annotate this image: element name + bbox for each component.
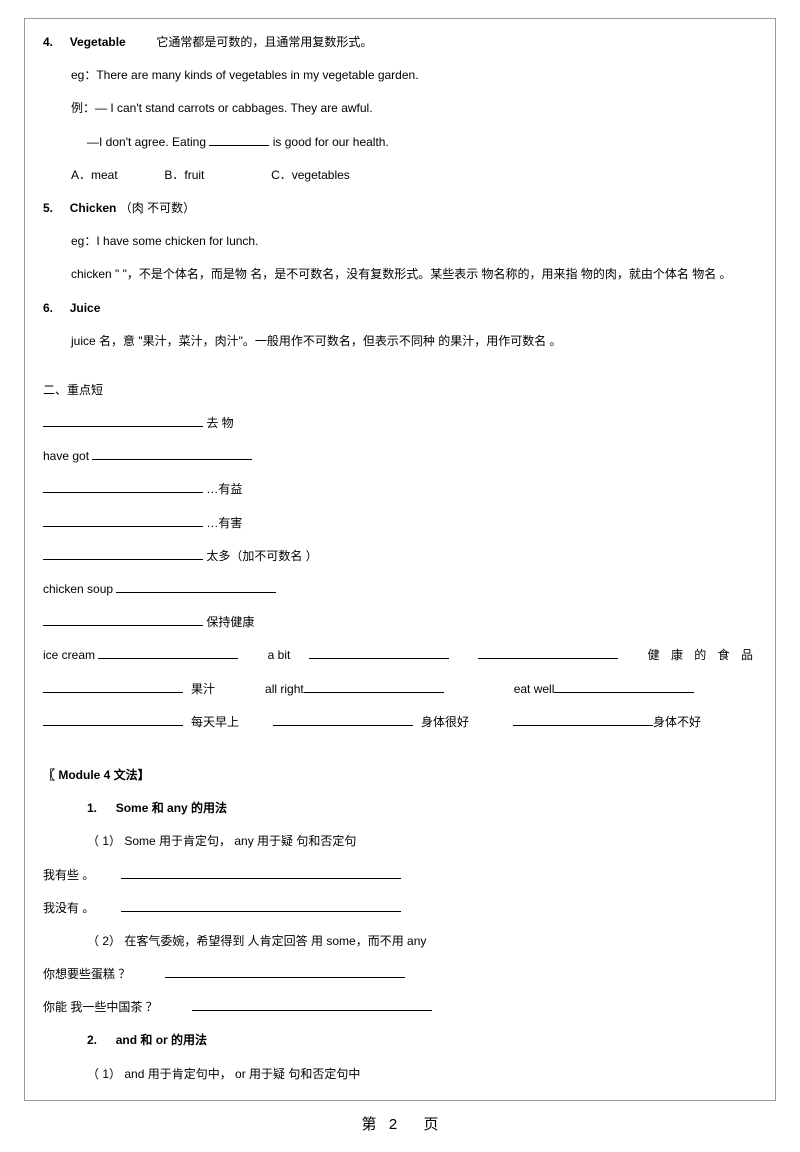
sec3-i1-2a: 我有些 。 bbox=[43, 866, 757, 885]
row-chicken-soup: chicken soup bbox=[43, 580, 757, 599]
item5-heading: 5. Chicken （肉 不可数） bbox=[43, 199, 757, 218]
row-havegot: have got bbox=[43, 447, 757, 466]
blank bbox=[192, 999, 432, 1011]
item4-ex2b: is good for our health. bbox=[273, 135, 389, 149]
row-toomuch: 太多（加不可数名 ） bbox=[43, 547, 757, 566]
opt-b: B．fruit bbox=[164, 168, 204, 182]
item5-paren: （肉 不可数） bbox=[120, 201, 195, 215]
item5-title: Chicken bbox=[70, 201, 117, 215]
label-a: 每天早上 bbox=[191, 713, 239, 732]
blank bbox=[513, 714, 653, 726]
item4-ex2: —I don't agree. Eating is good for our h… bbox=[87, 133, 757, 152]
row-ice-cream: ice cream a bit 健 康 的 食 品 bbox=[43, 646, 757, 665]
row-morning: 每天早上 身体很好 身体不好 bbox=[43, 713, 757, 732]
item4-options: A．meat B．fruit C．vegetables bbox=[71, 166, 757, 185]
label-c: eat well bbox=[514, 680, 555, 699]
item4-heading: 4. Vegetable 它通常都是可数的，且通常用复数形式。 bbox=[43, 33, 757, 52]
label: 去 物 bbox=[206, 416, 233, 430]
label-c: 身体不好 bbox=[653, 713, 701, 732]
blank bbox=[121, 867, 401, 879]
blank bbox=[43, 481, 203, 493]
row-juice: 果汁 all right eat well bbox=[43, 680, 757, 699]
blank bbox=[304, 681, 444, 693]
item5-note-b: "，不是个体名，而是物 名，是不可数名，没有复数形式。某些表示 物名称的，用来指… bbox=[123, 267, 732, 281]
opt-a: A．meat bbox=[71, 168, 118, 182]
blank bbox=[98, 647, 238, 659]
blank bbox=[43, 681, 183, 693]
label: chicken soup bbox=[43, 582, 113, 596]
label: …有害 bbox=[206, 516, 242, 530]
label: …有益 bbox=[206, 482, 242, 496]
footer-b: 2 bbox=[389, 1116, 397, 1133]
blank bbox=[165, 966, 405, 978]
sec3-i1-title: Some 和 any 的用法 bbox=[116, 801, 227, 815]
label: 我没有 。 bbox=[43, 901, 94, 915]
label-a: 果汁 bbox=[191, 680, 215, 699]
blank bbox=[43, 714, 183, 726]
blank bbox=[43, 548, 203, 560]
row-go: 去 物 bbox=[43, 414, 757, 433]
item4-eg: eg：There are many kinds of vegetables in… bbox=[71, 66, 757, 85]
row-bad: …有害 bbox=[43, 514, 757, 533]
blank bbox=[43, 614, 203, 626]
item5-num: 5. bbox=[43, 201, 53, 215]
item4-ex2a: —I don't agree. Eating bbox=[87, 135, 209, 149]
item6-num: 6. bbox=[43, 301, 53, 315]
item6-heading: 6. Juice bbox=[43, 299, 757, 318]
label-c: 健 康 的 食 品 bbox=[648, 646, 757, 665]
sec3-i2-heading: 2. and 和 or 的用法 bbox=[87, 1031, 757, 1050]
label: 你能 我一些中国茶 ？ bbox=[43, 1000, 158, 1014]
label: 我有些 。 bbox=[43, 868, 94, 882]
footer-a: 第 bbox=[361, 1116, 376, 1133]
sec3-i2-title: and 和 or 的用法 bbox=[116, 1033, 207, 1047]
item5-eg: eg：I have some chicken for lunch. bbox=[71, 232, 757, 251]
sec3-i1-4b: 你能 我一些中国茶 ？ bbox=[43, 998, 757, 1017]
sec3-i1-4a: 你想要些蛋糕 ？ bbox=[43, 965, 757, 984]
sec3-i2-num: 2. bbox=[87, 1033, 97, 1047]
blank bbox=[92, 448, 252, 460]
item6-note: juice 名，意 "果汁，菜汁，肉汁"。一般用作不可数名，但表示不同种 的果汁… bbox=[71, 332, 757, 351]
blank bbox=[309, 647, 449, 659]
sec3-i1-2b: 我没有 。 bbox=[43, 899, 757, 918]
item5-note: chicken " "，不是个体名，而是物 名，是不可数名，没有复数形式。某些表… bbox=[71, 265, 757, 284]
item5-note-a: chicken " bbox=[71, 267, 119, 281]
label: 保持健康 bbox=[206, 615, 254, 629]
sec3-i2-1: （ 1） and 用于肯定句中， or 用于疑 句和否定句中 bbox=[87, 1065, 757, 1084]
label: 你想要些蛋糕 ？ bbox=[43, 967, 130, 981]
sec3-header: 〖 Module 4 文法】 bbox=[43, 766, 757, 785]
page-footer: 第 2 页 bbox=[24, 1113, 776, 1134]
sec3-i1-heading: 1. Some 和 any 的用法 bbox=[87, 799, 757, 818]
sec3-header-text: 〖 Module 4 文法】 bbox=[43, 768, 150, 782]
label: have got bbox=[43, 449, 89, 463]
label-b: 身体很好 bbox=[421, 713, 469, 732]
item4-title: Vegetable bbox=[70, 35, 126, 49]
item4-desc: 它通常都是可数的，且通常用复数形式。 bbox=[156, 35, 372, 49]
blank bbox=[554, 681, 694, 693]
item6-title: Juice bbox=[70, 301, 101, 315]
blank bbox=[116, 581, 276, 593]
blank bbox=[43, 415, 203, 427]
label-b: a bit bbox=[268, 648, 291, 662]
footer-c: 页 bbox=[424, 1116, 439, 1133]
blank bbox=[43, 515, 203, 527]
opt-c: C．vegetables bbox=[271, 168, 350, 182]
blank bbox=[273, 714, 413, 726]
row-good: …有益 bbox=[43, 480, 757, 499]
blank-fill bbox=[209, 134, 269, 146]
row-keep-healthy: 保持健康 bbox=[43, 613, 757, 632]
blank bbox=[478, 647, 618, 659]
sec2-header: 二、重点短 bbox=[43, 381, 757, 400]
blank bbox=[121, 900, 401, 912]
item4-ex1: 例：— I can't stand carrots or cabbages. T… bbox=[71, 99, 757, 118]
label-b: all right bbox=[265, 680, 304, 699]
item4-num: 4. bbox=[43, 35, 53, 49]
label: 太多（加不可数名 ） bbox=[206, 549, 317, 563]
sec3-i1-num: 1. bbox=[87, 801, 97, 815]
page-content: 4. Vegetable 它通常都是可数的，且通常用复数形式。 eg：There… bbox=[24, 18, 776, 1101]
label-a: ice cream bbox=[43, 648, 95, 662]
sec3-i1-1: （ 1） Some 用于肯定句， any 用于疑 句和否定句 bbox=[87, 832, 757, 851]
sec3-i1-3: （ 2） 在客气委婉，希望得到 人肯定回答 用 some，而不用 any bbox=[87, 932, 757, 951]
